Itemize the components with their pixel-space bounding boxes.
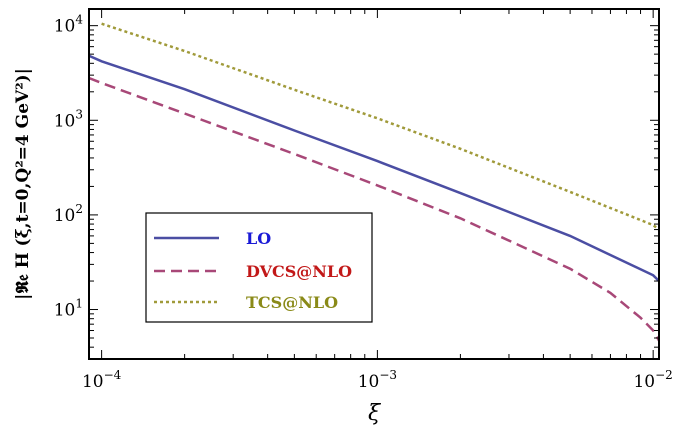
legend-label-tcs-nlo: TCS@NLO xyxy=(246,293,338,312)
series-line-lo xyxy=(89,54,659,282)
legend-label-lo: LO xyxy=(246,229,271,248)
plot-frame xyxy=(88,8,660,360)
series-line-dvcs-nlo xyxy=(89,76,659,342)
axis-ticks xyxy=(88,9,659,360)
legend: LO DVCS@NLO TCS@NLO xyxy=(145,212,373,323)
y-tick-label: 103 xyxy=(54,107,83,131)
y-tick-label: 104 xyxy=(54,13,84,37)
y-axis-label: |𝕽𝔢 H (ξ,t=0,Q²=4 GeV²)| xyxy=(13,68,33,300)
legend-box xyxy=(145,212,373,323)
legend-label-dvcs-nlo: DVCS@NLO xyxy=(246,262,352,281)
x-tick-label: 10−2 xyxy=(633,368,672,392)
x-axis-label: ξ xyxy=(368,401,382,426)
tick-labels: 10−4 10−3 10−2 101 102 103 104 xyxy=(54,13,673,392)
x-tick-label: 10−4 xyxy=(82,368,122,392)
plot-lines xyxy=(89,22,659,342)
series-line-tcs-nlo xyxy=(101,22,659,231)
x-tick-label: 10−3 xyxy=(358,368,397,392)
y-tick-label: 101 xyxy=(54,297,83,321)
y-tick-label: 102 xyxy=(54,202,83,226)
